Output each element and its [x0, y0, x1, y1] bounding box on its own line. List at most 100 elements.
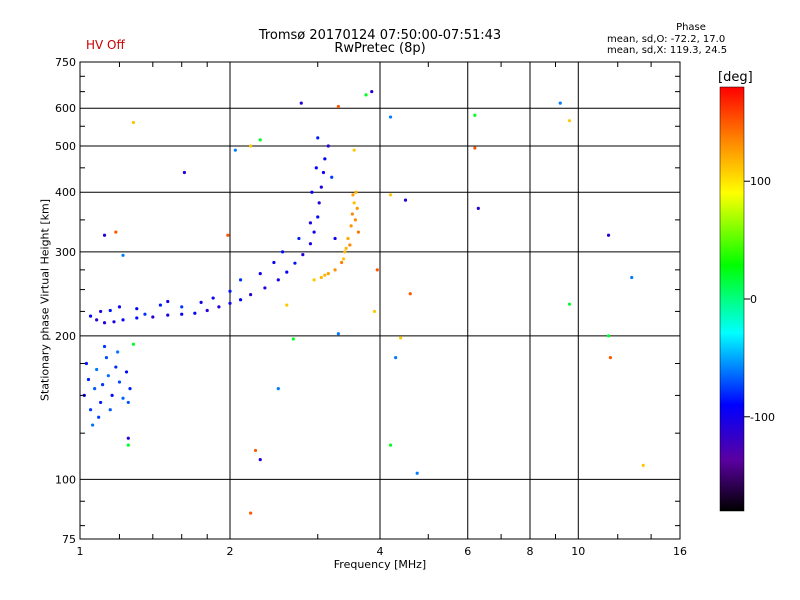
chart-title: Tromsø 20170124 07:50:00-07:51:43	[258, 28, 502, 43]
data-point	[95, 318, 99, 322]
y-tick-label: 600	[55, 102, 76, 115]
colorbar-ticks: 100 0 -100	[744, 175, 775, 424]
data-point	[88, 408, 93, 412]
data-point	[238, 278, 243, 282]
data-point	[91, 423, 95, 427]
data-point	[135, 307, 139, 311]
data-point	[336, 104, 340, 109]
data-point	[180, 305, 184, 309]
data-point	[258, 138, 262, 142]
data-point	[117, 305, 122, 309]
data-point	[352, 201, 356, 205]
x-tick-label: 10	[571, 545, 585, 558]
phase-stats-x: mean, sd,X: 119.3, 24.5	[607, 45, 728, 56]
data-point	[131, 342, 136, 346]
data-point	[352, 148, 356, 152]
data-point	[340, 260, 344, 265]
data-point	[312, 278, 316, 282]
data-point	[330, 175, 334, 179]
data-point	[476, 206, 480, 210]
data-point	[151, 315, 155, 319]
colorbar	[719, 86, 745, 512]
data-point	[364, 93, 368, 97]
data-point	[108, 408, 112, 412]
data-point	[238, 298, 243, 302]
data-point	[353, 218, 357, 222]
data-point	[388, 443, 393, 447]
data-point	[114, 230, 118, 234]
data-point	[143, 312, 147, 316]
data-point	[354, 190, 358, 194]
x-axis-label: Frequency [MHz]	[333, 558, 427, 571]
data-point	[100, 383, 105, 387]
data-points	[82, 90, 645, 515]
grid-lines	[80, 62, 680, 539]
data-point	[99, 309, 103, 314]
data-point	[128, 387, 132, 391]
data-point	[323, 273, 327, 277]
data-point	[285, 270, 289, 274]
data-point	[285, 303, 289, 307]
data-point	[84, 361, 88, 366]
data-point	[348, 243, 352, 247]
data-point	[323, 157, 327, 161]
chart-subtitle: RwPretec (8p)	[334, 41, 426, 56]
data-point	[166, 313, 170, 317]
data-point	[110, 393, 114, 398]
data-point	[182, 170, 186, 175]
data-point	[394, 356, 398, 360]
data-point	[341, 257, 346, 261]
data-point	[180, 312, 184, 316]
data-point	[126, 436, 130, 440]
data-point	[258, 272, 262, 276]
data-point	[473, 146, 477, 150]
data-point	[567, 302, 572, 306]
data-point	[131, 120, 136, 125]
data-point	[375, 268, 379, 272]
data-point	[249, 511, 253, 515]
data-point	[205, 308, 209, 313]
data-point	[301, 252, 305, 257]
data-point	[567, 119, 572, 123]
x-tick-label: 4	[377, 545, 384, 558]
data-point	[166, 299, 170, 304]
data-point	[321, 170, 326, 175]
data-point	[316, 215, 320, 219]
colorbar-tick-label: 100	[750, 175, 771, 188]
plot-frame	[79, 61, 681, 540]
data-point	[372, 309, 377, 314]
data-point	[276, 387, 280, 391]
data-point	[193, 311, 197, 315]
data-point	[326, 272, 330, 276]
data-point	[112, 320, 116, 324]
data-point	[108, 308, 112, 313]
data-point	[199, 300, 203, 305]
data-point	[95, 367, 99, 372]
y-axis-ticks: 75 100 200 300 400 500 600 750	[55, 56, 680, 546]
data-point	[124, 370, 129, 374]
y-tick-label: 400	[55, 186, 76, 199]
data-point	[473, 113, 477, 117]
data-point	[211, 296, 215, 300]
data-point	[606, 334, 611, 338]
data-point	[121, 253, 125, 257]
data-point	[276, 278, 280, 282]
data-point	[326, 144, 330, 148]
data-point	[102, 233, 107, 237]
data-point	[310, 190, 314, 194]
data-point	[403, 198, 408, 202]
data-point	[558, 101, 562, 105]
data-point	[116, 350, 120, 354]
data-point	[280, 250, 285, 254]
data-point	[370, 90, 374, 94]
colorbar-tick-label: -100	[750, 411, 775, 424]
data-point	[388, 115, 393, 119]
colorbar-tick-label: 0	[750, 293, 757, 306]
data-point	[350, 212, 354, 216]
data-point	[346, 236, 350, 241]
data-point	[93, 387, 97, 391]
data-point	[97, 415, 101, 419]
data-point	[388, 193, 393, 197]
data-point	[233, 148, 237, 152]
data-point	[355, 206, 359, 210]
